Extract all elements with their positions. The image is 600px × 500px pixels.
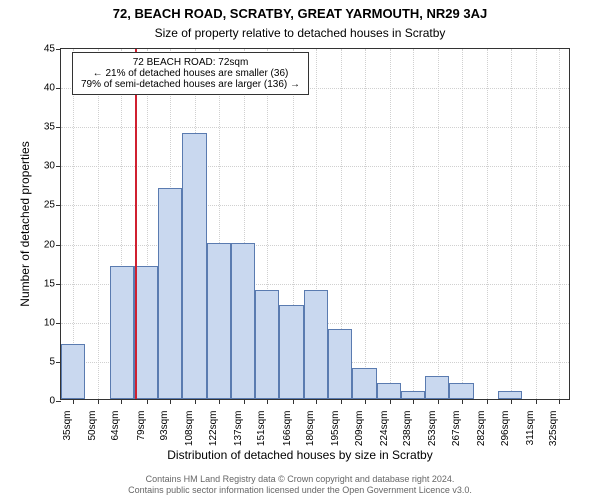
footer-line1: Contains HM Land Registry data © Crown c… (0, 474, 600, 485)
x-tick (293, 399, 294, 404)
y-tick (56, 127, 61, 128)
y-tick-label: 40 (27, 83, 55, 94)
x-tick (98, 399, 99, 404)
gridline-vertical (98, 49, 99, 399)
histogram-bar (255, 290, 279, 400)
x-tick (536, 399, 537, 404)
gridline-vertical (511, 49, 512, 399)
x-tick (147, 399, 148, 404)
y-tick (56, 49, 61, 50)
y-tick (56, 401, 61, 402)
histogram-bar (207, 243, 231, 399)
y-tick (56, 323, 61, 324)
gridline-vertical (438, 49, 439, 399)
histogram-bar (134, 266, 158, 399)
gridline-vertical (559, 49, 560, 399)
x-tick (121, 399, 122, 404)
histogram-bar (61, 344, 85, 399)
histogram-bar (498, 391, 522, 399)
y-tick (56, 166, 61, 167)
x-tick (316, 399, 317, 404)
x-tick (559, 399, 560, 404)
histogram-bar (279, 305, 303, 399)
marker-line (135, 49, 137, 399)
x-tick (438, 399, 439, 404)
gridline-vertical (390, 49, 391, 399)
gridline-vertical (536, 49, 537, 399)
histogram-bar (304, 290, 328, 400)
histogram-bar (110, 266, 134, 399)
plot-area: 05101520253035404535sqm50sqm64sqm79sqm93… (60, 48, 570, 400)
gridline-horizontal (61, 245, 569, 246)
histogram-bar (328, 329, 352, 399)
x-tick (511, 399, 512, 404)
annotation-line: 72 BEACH ROAD: 72sqm (81, 57, 300, 68)
gridline-horizontal (61, 166, 569, 167)
x-tick (365, 399, 366, 404)
gridline-vertical (413, 49, 414, 399)
histogram-bar (158, 188, 182, 399)
gridline-vertical (462, 49, 463, 399)
y-tick (56, 284, 61, 285)
x-tick (487, 399, 488, 404)
y-tick-label: 0 (27, 396, 55, 407)
x-tick (413, 399, 414, 404)
x-tick (462, 399, 463, 404)
y-axis-label: Number of detached properties (18, 114, 32, 334)
annotation-line: 79% of semi-detached houses are larger (… (81, 79, 300, 90)
x-tick (390, 399, 391, 404)
histogram-bar (401, 391, 425, 399)
histogram-bar (182, 133, 206, 399)
annotation-box: 72 BEACH ROAD: 72sqm← 21% of detached ho… (72, 52, 309, 95)
x-tick (195, 399, 196, 404)
footer-attribution: Contains HM Land Registry data © Crown c… (0, 474, 600, 497)
histogram-bar (231, 243, 255, 399)
y-tick-label: 45 (27, 44, 55, 55)
y-tick-label: 5 (27, 356, 55, 367)
histogram-bar (377, 383, 401, 399)
x-tick (244, 399, 245, 404)
x-tick (341, 399, 342, 404)
chart-container: 72, BEACH ROAD, SCRATBY, GREAT YARMOUTH,… (0, 0, 600, 500)
x-axis-label: Distribution of detached houses by size … (0, 448, 600, 462)
x-tick (219, 399, 220, 404)
gridline-vertical (365, 49, 366, 399)
x-tick (73, 399, 74, 404)
footer-line2: Contains public sector information licen… (0, 485, 600, 496)
gridline-vertical (487, 49, 488, 399)
x-tick (267, 399, 268, 404)
chart-title-line2: Size of property relative to detached ho… (0, 26, 600, 40)
annotation-line: ← 21% of detached houses are smaller (36… (81, 68, 300, 79)
x-tick (170, 399, 171, 404)
histogram-bar (352, 368, 376, 399)
gridline-horizontal (61, 127, 569, 128)
y-tick (56, 205, 61, 206)
y-tick (56, 245, 61, 246)
histogram-bar (425, 376, 449, 399)
histogram-bar (449, 383, 473, 399)
y-tick (56, 88, 61, 89)
chart-title-line1: 72, BEACH ROAD, SCRATBY, GREAT YARMOUTH,… (0, 6, 600, 21)
gridline-horizontal (61, 205, 569, 206)
